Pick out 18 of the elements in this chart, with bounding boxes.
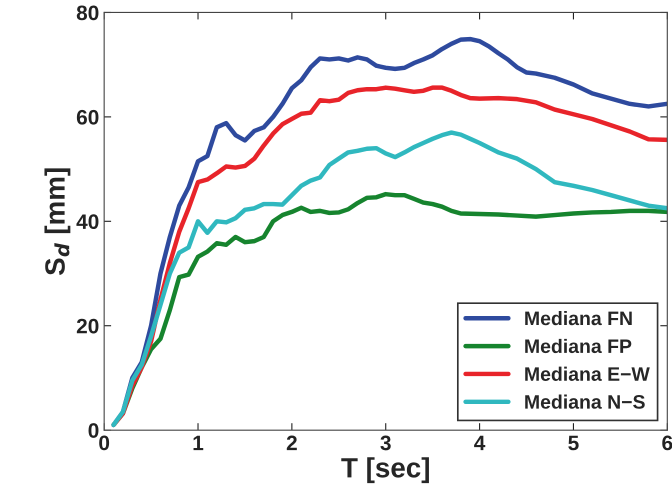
- y-tick-label: 80: [76, 5, 98, 20]
- x-tick-label: 3: [380, 436, 391, 450]
- y-tick-label: 60: [76, 110, 98, 125]
- x-tick-label: 1: [194, 436, 204, 450]
- y-tick-label: 20: [76, 318, 98, 334]
- y-axis-title: S$_{d}$ [mm]: [44, 168, 70, 276]
- legend-label: Mediana E−W: [525, 366, 650, 381]
- x-tick-label: 6: [662, 436, 672, 450]
- legend-label: Mediana N−S: [525, 394, 645, 409]
- y-tick-label: 40: [76, 214, 98, 230]
- x-tick-label: 2: [286, 436, 297, 450]
- legend-label: Mediana FP: [525, 338, 632, 354]
- x-axis-title: T [sec]: [341, 457, 429, 484]
- x-tick-label: 4: [474, 436, 486, 450]
- y-tick-label: 0: [88, 423, 98, 438]
- x-tick-label: 0: [99, 436, 110, 450]
- legend-label: Mediana FN: [525, 310, 632, 326]
- x-tick-label: 5: [568, 436, 579, 450]
